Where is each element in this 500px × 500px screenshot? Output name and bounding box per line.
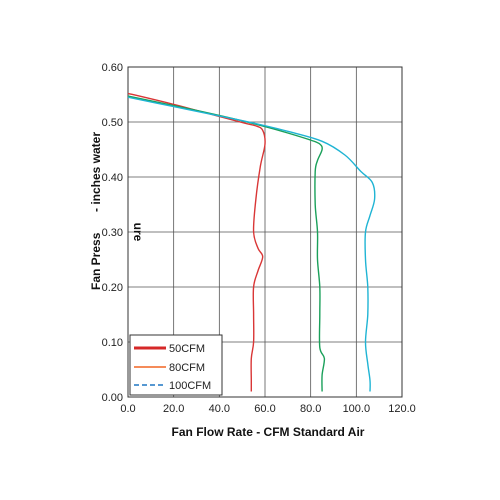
x-tick-label: 60.0 [254, 403, 275, 415]
x-tick-label: 0.0 [120, 403, 135, 415]
x-tick-label: 80.0 [300, 403, 321, 415]
legend: 50CFM 80CFM 100CFM [129, 334, 223, 396]
plot-frame [127, 66, 403, 398]
y-axis-title: Fan Press ure - inches water [89, 132, 145, 290]
y-tick-label: 0.00 [102, 392, 123, 404]
y-tick-label: 0.20 [102, 282, 123, 294]
y-tick-label: 0.10 [102, 337, 123, 349]
y-tick-label: 0.40 [102, 172, 123, 184]
legend-label-3: 100CFM [169, 380, 211, 392]
y-axis-title-part-3: - inches water [89, 132, 103, 212]
y-tick-label: 0.60 [102, 62, 123, 74]
legend-label-1: 50CFM [169, 343, 205, 355]
y-axis-title-part-1: Fan Press [89, 232, 103, 290]
legend-label-2: 80CFM [169, 362, 205, 374]
x-tick-label: 120.0 [388, 403, 416, 415]
x-tick-label: 20.0 [163, 403, 184, 415]
x-tick-labels: 0.0 20.0 40.0 60.0 80.0 100.0 120.0 [120, 403, 415, 415]
series-layer [127, 92, 376, 392]
y-axis-title-part-2: ure [131, 223, 145, 242]
series-line-3 [127, 96, 376, 392]
y-tick-label: 0.30 [102, 227, 123, 239]
series-line-1 [127, 92, 266, 392]
x-tick-label: 100.0 [343, 403, 371, 415]
x-axis-title: Fan Flow Rate - CFM Standard Air [172, 425, 365, 439]
x-tick-label: 40.0 [209, 403, 230, 415]
y-tick-labels: 0.00 0.10 0.20 0.30 0.40 0.50 0.60 [102, 62, 123, 404]
y-tick-label: 0.50 [102, 117, 123, 129]
